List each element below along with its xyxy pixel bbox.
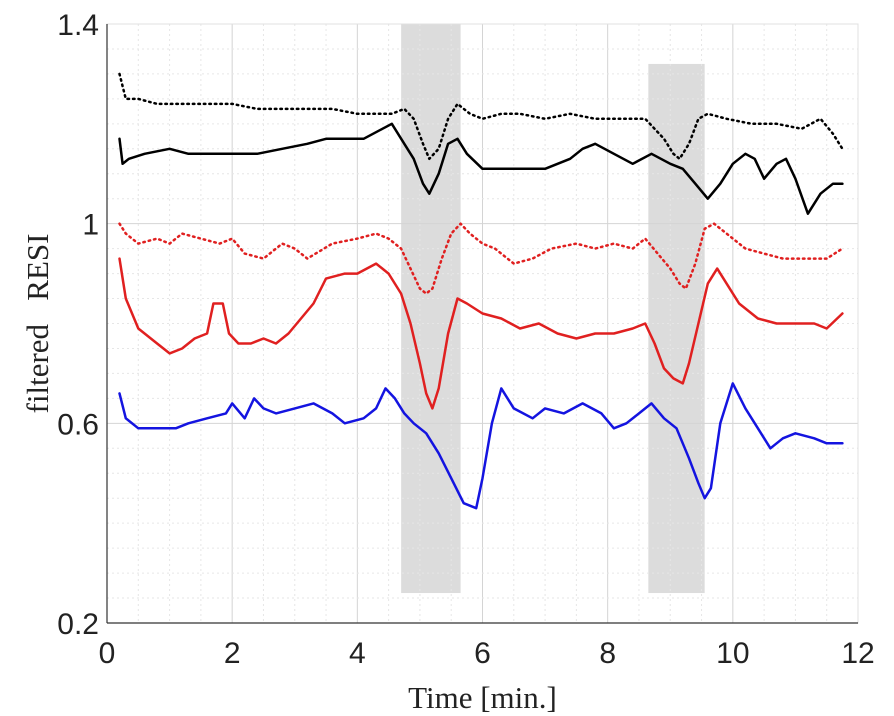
- y-tick-label: 1: [82, 209, 99, 242]
- grid: [106, 23, 859, 624]
- x-tick-label: 12: [841, 637, 874, 670]
- y-axis-label: filtered RESI: [20, 234, 55, 414]
- shaded-region-1: [401, 24, 461, 594]
- shaded-regions: [401, 24, 705, 594]
- y-tick-label: 0.6: [57, 408, 99, 441]
- x-tick-label: 4: [349, 637, 366, 670]
- x-tick-label: 6: [474, 637, 491, 670]
- shaded-region-2: [648, 63, 705, 594]
- x-axis-label: Time [min.]: [408, 680, 557, 715]
- series-line-2-solid: [118, 122, 844, 215]
- y-tick-label: 1.4: [57, 9, 99, 42]
- x-tick-label: 2: [224, 637, 241, 670]
- series-line-5-solid: [118, 382, 844, 510]
- series-layer: [118, 72, 844, 510]
- x-tick-labels: 0 2 4 6 8 10 12: [99, 637, 875, 670]
- series-line-4-solid: [118, 257, 844, 410]
- series-line-1-dotted: [118, 72, 844, 161]
- y-tick-label: 0.2: [57, 608, 99, 641]
- series-line-3-dotted: [118, 222, 844, 295]
- x-tick-label: 0: [99, 637, 116, 670]
- y-tick-labels: 0.2 0.6 1 1.4: [57, 9, 99, 641]
- x-tick-label: 8: [599, 637, 616, 670]
- x-tick-label: 10: [716, 637, 749, 670]
